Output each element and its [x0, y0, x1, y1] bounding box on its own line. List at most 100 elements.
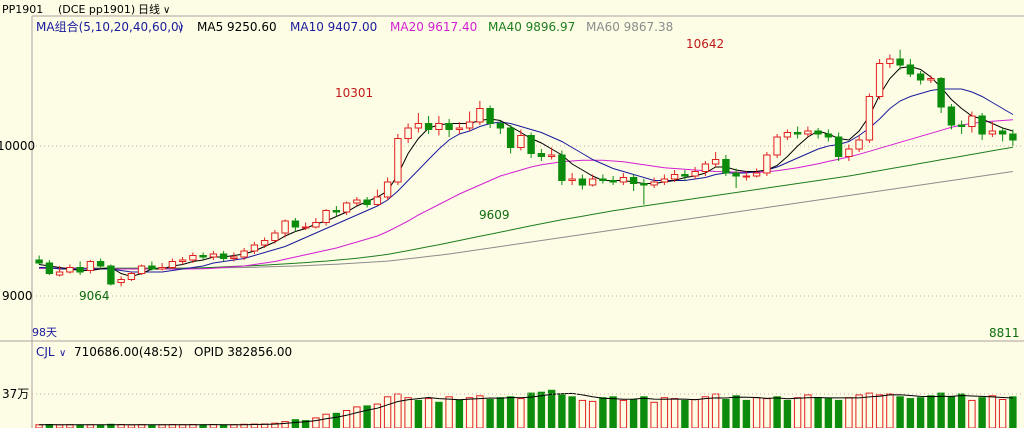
volume-bar: [332, 412, 341, 428]
volume-indicator-label[interactable]: CJL: [36, 345, 55, 359]
candle: [701, 161, 710, 176]
volume-bar: [906, 398, 915, 428]
volume-bar: [537, 391, 546, 428]
volume-bars: [35, 389, 1017, 428]
candle: [66, 264, 74, 274]
volume-bar: [742, 399, 751, 428]
candle: [558, 150, 566, 185]
volume-bar: [291, 419, 300, 428]
candle: [855, 135, 863, 152]
candle: [476, 100, 484, 125]
volume-bar: [496, 397, 505, 428]
volume-bar: [322, 413, 330, 428]
candle: [209, 251, 218, 260]
ma-indicator-chevron-down-icon[interactable]: ∨: [177, 23, 184, 34]
candle: [281, 219, 289, 238]
volume-bar: [927, 395, 935, 428]
volume-bar: [435, 401, 443, 428]
volume-bar: [968, 399, 976, 428]
volume-bar: [814, 397, 822, 428]
candle: [373, 189, 382, 206]
volume-bar: [301, 420, 310, 428]
candle: [363, 197, 371, 208]
candle: [599, 174, 607, 184]
volume-bar: [353, 406, 361, 428]
volume-bar: [455, 399, 464, 428]
candle: [865, 93, 874, 143]
candle: [568, 173, 576, 185]
candle: [886, 54, 894, 68]
volume-bar: [681, 399, 689, 428]
candle: [137, 264, 146, 275]
candle: [670, 170, 679, 182]
candle: [896, 49, 904, 70]
candle: [537, 149, 546, 161]
candle: [834, 132, 843, 161]
annotation-high-10301: 10301: [335, 86, 373, 100]
volume-bar: [363, 405, 371, 428]
volume-bar: [804, 394, 812, 428]
candle: [445, 119, 453, 137]
volume-bar: [722, 399, 730, 428]
open-interest-value: OPID 382856.00: [194, 345, 292, 359]
volume-bar: [312, 417, 320, 428]
candle: [732, 168, 740, 188]
volume-bar: [834, 399, 843, 428]
candle: [96, 258, 105, 268]
volume-bar: [640, 396, 648, 428]
volume-bar: [383, 396, 392, 428]
candle: [968, 111, 976, 133]
candle: [506, 125, 515, 154]
volume-chevron-down-icon[interactable]: ∨: [59, 348, 66, 359]
volume-bar: [476, 395, 484, 428]
candle: [1009, 129, 1017, 146]
volume-bar: [660, 397, 669, 428]
volume-bar: [404, 397, 412, 428]
annotation-low-9609: 9609: [479, 208, 510, 222]
volume-bar: [281, 421, 289, 428]
volume-bar: [763, 398, 771, 428]
volume-bar: [957, 393, 966, 428]
candle: [219, 251, 228, 262]
volume-bar: [547, 389, 556, 428]
volume-bar: [486, 399, 494, 428]
candle: [168, 258, 177, 269]
volume-bar: [373, 403, 382, 428]
volume-axis-label: 37万: [2, 387, 29, 401]
candle: [107, 264, 115, 286]
period-chevron-down-icon[interactable]: ∨: [163, 5, 170, 16]
volume-bar: [916, 397, 925, 428]
candle: [271, 230, 279, 244]
volume-bar: [629, 399, 638, 428]
price-tick-10000: 10000: [0, 139, 35, 153]
volume-bar: [445, 396, 453, 428]
volume-bar: [711, 393, 720, 428]
candle: [260, 237, 269, 248]
candle: [988, 122, 997, 137]
candle: [998, 128, 1007, 142]
candle: [353, 197, 361, 206]
period-selector[interactable]: 日线: [138, 2, 160, 16]
candle: [424, 116, 433, 134]
candle: [875, 59, 884, 100]
volume-bar: [568, 396, 576, 428]
candle: [404, 123, 412, 143]
candle: [947, 104, 956, 130]
candle: [742, 171, 751, 181]
ma-indicator-label[interactable]: MA组合(5,10,20,40,60,0): [36, 19, 183, 34]
candle: [927, 75, 935, 83]
candle: [45, 260, 54, 275]
volume-bar: [896, 396, 904, 428]
candle: [916, 71, 925, 85]
contract-name: (DCE pp1901): [58, 3, 135, 16]
candle: [465, 111, 474, 131]
candle: [578, 174, 587, 190]
candle: [455, 122, 464, 134]
candle: [332, 206, 341, 217]
candle: [312, 218, 320, 229]
annotation-low-9064: 9064: [79, 289, 110, 303]
candle: [640, 179, 648, 205]
candle: [250, 242, 259, 254]
candle: [496, 120, 505, 134]
